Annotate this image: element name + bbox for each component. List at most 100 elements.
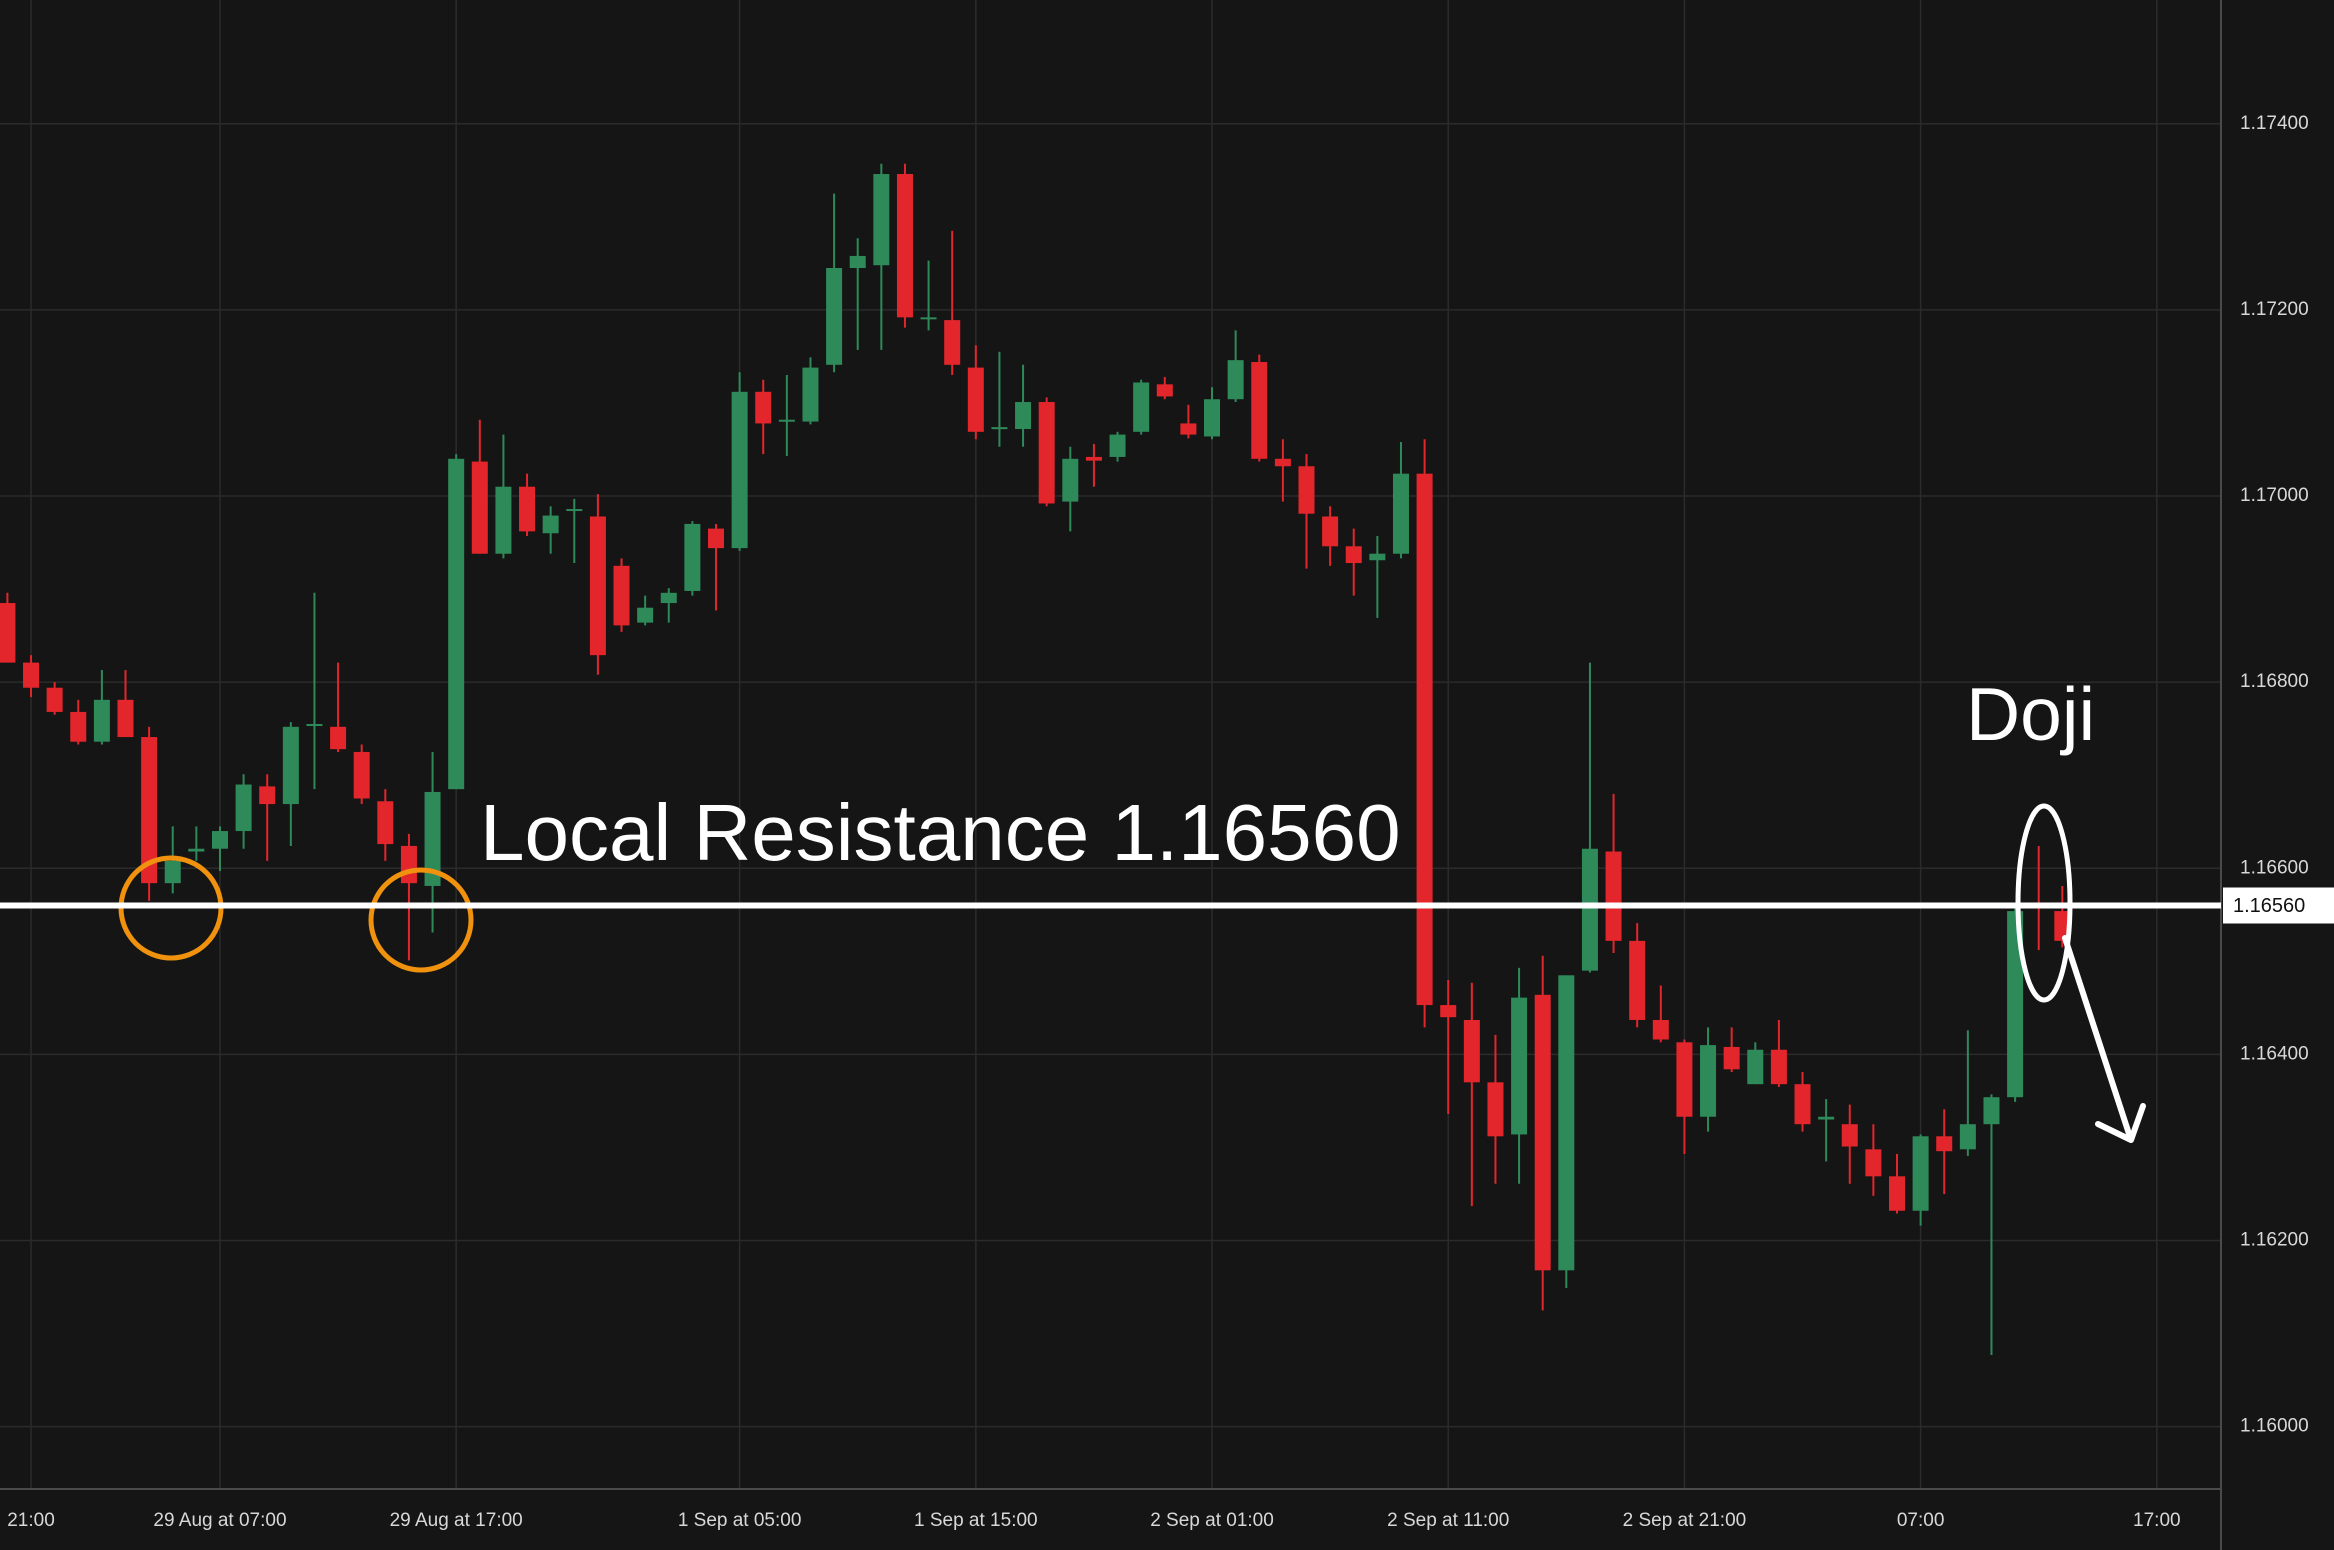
candle-body bbox=[1936, 1136, 1953, 1152]
candle-body bbox=[613, 565, 630, 626]
candle-body bbox=[1416, 473, 1433, 1006]
x-tick-label: 07:00 bbox=[1897, 1510, 1945, 1531]
y-tick-label: 1.16800 bbox=[2240, 671, 2309, 692]
candle-body bbox=[1392, 473, 1409, 554]
doji-annotation: Doji bbox=[1966, 672, 2095, 756]
candle-body bbox=[70, 711, 87, 742]
y-tick-label: 1.16400 bbox=[2240, 1043, 2309, 1064]
x-tick-label: 2 Sep at 01:00 bbox=[1150, 1510, 1274, 1531]
x-tick-label: 21:00 bbox=[7, 1510, 55, 1531]
candle-body bbox=[920, 317, 937, 320]
candle-body bbox=[117, 699, 134, 738]
x-tick-label: 2 Sep at 21:00 bbox=[1623, 1510, 1747, 1531]
candle-body bbox=[1700, 1045, 1717, 1117]
resistance-label-box bbox=[2223, 887, 2334, 924]
candles bbox=[0, 163, 2071, 1355]
candle-body bbox=[1558, 975, 1575, 1271]
candle-body bbox=[1180, 423, 1197, 435]
candle-body bbox=[967, 367, 984, 432]
candle-body bbox=[1227, 360, 1244, 400]
candle-body bbox=[1794, 1084, 1811, 1125]
x-tick-label: 1 Sep at 05:00 bbox=[678, 1510, 802, 1531]
candle-body bbox=[1274, 458, 1291, 467]
x-tick-label: 17:00 bbox=[2133, 1510, 2181, 1531]
candle-body bbox=[1204, 399, 1221, 437]
candle-body bbox=[849, 255, 866, 269]
y-tick-label: 1.16200 bbox=[2240, 1230, 2309, 1251]
candle-body bbox=[188, 848, 205, 852]
candle-body bbox=[235, 784, 252, 832]
candle-body bbox=[424, 791, 441, 886]
resistance-label: 1.16560 bbox=[2233, 895, 2305, 917]
candle-body bbox=[1747, 1049, 1764, 1085]
x-tick-label: 1 Sep at 15:00 bbox=[914, 1510, 1038, 1531]
candle-body bbox=[1818, 1116, 1835, 1120]
candle-body bbox=[1109, 434, 1126, 457]
candle-body bbox=[1652, 1019, 1669, 1040]
candle-body bbox=[1534, 994, 1551, 1271]
candle-body bbox=[1723, 1046, 1740, 1070]
candle-body bbox=[566, 509, 583, 512]
candle-body bbox=[1133, 382, 1150, 432]
candle-body bbox=[519, 486, 536, 532]
candle-body bbox=[1369, 553, 1386, 561]
candle-body bbox=[637, 607, 654, 623]
candle-body bbox=[826, 268, 843, 365]
candle-body bbox=[282, 726, 299, 805]
candle-body bbox=[1629, 940, 1646, 1020]
candle-body bbox=[164, 860, 181, 884]
candle-body bbox=[1038, 402, 1055, 504]
candle-body bbox=[944, 320, 961, 365]
candle-body bbox=[1298, 466, 1315, 514]
candle-body bbox=[589, 516, 606, 656]
candle-body bbox=[708, 528, 724, 549]
candle-body bbox=[778, 419, 795, 422]
candle-body bbox=[211, 831, 228, 849]
candle-body bbox=[495, 486, 512, 554]
candle-body bbox=[1440, 1005, 1457, 1018]
x-tick-label: 2 Sep at 11:00 bbox=[1387, 1510, 1509, 1531]
y-tick-label: 1.17000 bbox=[2240, 485, 2309, 506]
candle-body bbox=[2007, 911, 2024, 1098]
candle-body bbox=[1983, 1097, 2000, 1125]
candle-body bbox=[1889, 1176, 1905, 1211]
candle-body bbox=[448, 458, 465, 790]
candle-body bbox=[1912, 1136, 1929, 1211]
arrow bbox=[2062, 935, 2146, 1143]
candle-body bbox=[1322, 516, 1339, 547]
candle-body bbox=[1062, 458, 1079, 502]
candle-body bbox=[1676, 1042, 1693, 1117]
candle-body bbox=[93, 699, 110, 742]
candle-body bbox=[1251, 362, 1268, 459]
resistance-annotation: Local Resistance 1.16560 bbox=[480, 788, 1401, 877]
candle-body bbox=[1487, 1082, 1504, 1137]
highlight-circle bbox=[368, 867, 474, 973]
candle-body bbox=[1841, 1124, 1858, 1147]
candle-body bbox=[46, 687, 63, 712]
y-tick-label: 1.17400 bbox=[2240, 113, 2309, 134]
candle-body bbox=[684, 523, 701, 591]
candle-body bbox=[802, 367, 819, 422]
candle-body bbox=[1959, 1124, 1976, 1150]
candle-body bbox=[1085, 456, 1102, 461]
y-tick-label: 1.16600 bbox=[2240, 857, 2309, 878]
candle-body bbox=[1865, 1149, 1882, 1177]
candle-body bbox=[896, 174, 913, 318]
candle-body bbox=[1605, 851, 1622, 941]
candle-body bbox=[0, 603, 16, 663]
candle-body bbox=[23, 662, 40, 688]
candle-body bbox=[731, 391, 748, 549]
candle-body bbox=[471, 461, 488, 554]
candle-body bbox=[1463, 1019, 1480, 1083]
candle-body bbox=[1511, 997, 1528, 1135]
candle-body bbox=[330, 726, 347, 750]
candle-body bbox=[873, 174, 890, 266]
candle-body bbox=[991, 427, 1008, 430]
y-tick-label: 1.16000 bbox=[2240, 1416, 2309, 1437]
candle-body bbox=[1770, 1049, 1787, 1085]
y-tick-label: 1.17200 bbox=[2240, 299, 2309, 320]
candle-body bbox=[306, 724, 323, 727]
candle-body bbox=[1156, 384, 1173, 397]
